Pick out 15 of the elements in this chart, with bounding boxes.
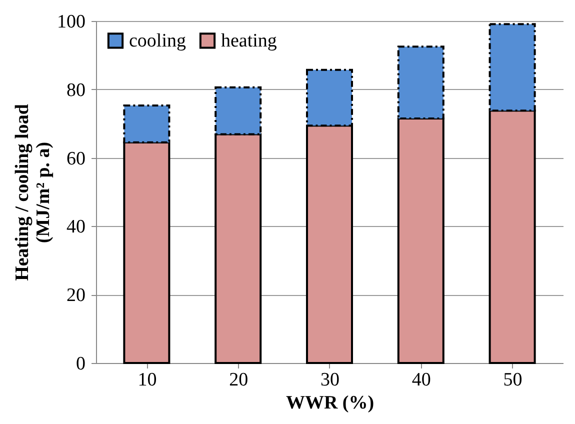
y-axis-title: Heating / cooling load (MJ/m² p. a) xyxy=(12,104,54,281)
y-tick-label: 80 xyxy=(66,80,86,101)
y-tick-label: 20 xyxy=(66,285,86,306)
y-tick-label: 100 xyxy=(57,12,86,32)
x-tick-label: 30 xyxy=(320,370,340,390)
x-tick-label: 50 xyxy=(503,370,522,390)
x-axis-title: WWR (%) xyxy=(286,392,374,414)
legend-label: cooling xyxy=(129,30,186,52)
legend-label: heating xyxy=(221,30,278,52)
x-tick-label: 40 xyxy=(412,370,431,390)
y-tick-label: 60 xyxy=(66,148,86,170)
y-tick-label: 40 xyxy=(66,216,86,238)
x-tick-label: 20 xyxy=(229,370,248,390)
x-tick-label: 10 xyxy=(138,370,157,390)
y-tick-label: 0 xyxy=(76,354,86,374)
